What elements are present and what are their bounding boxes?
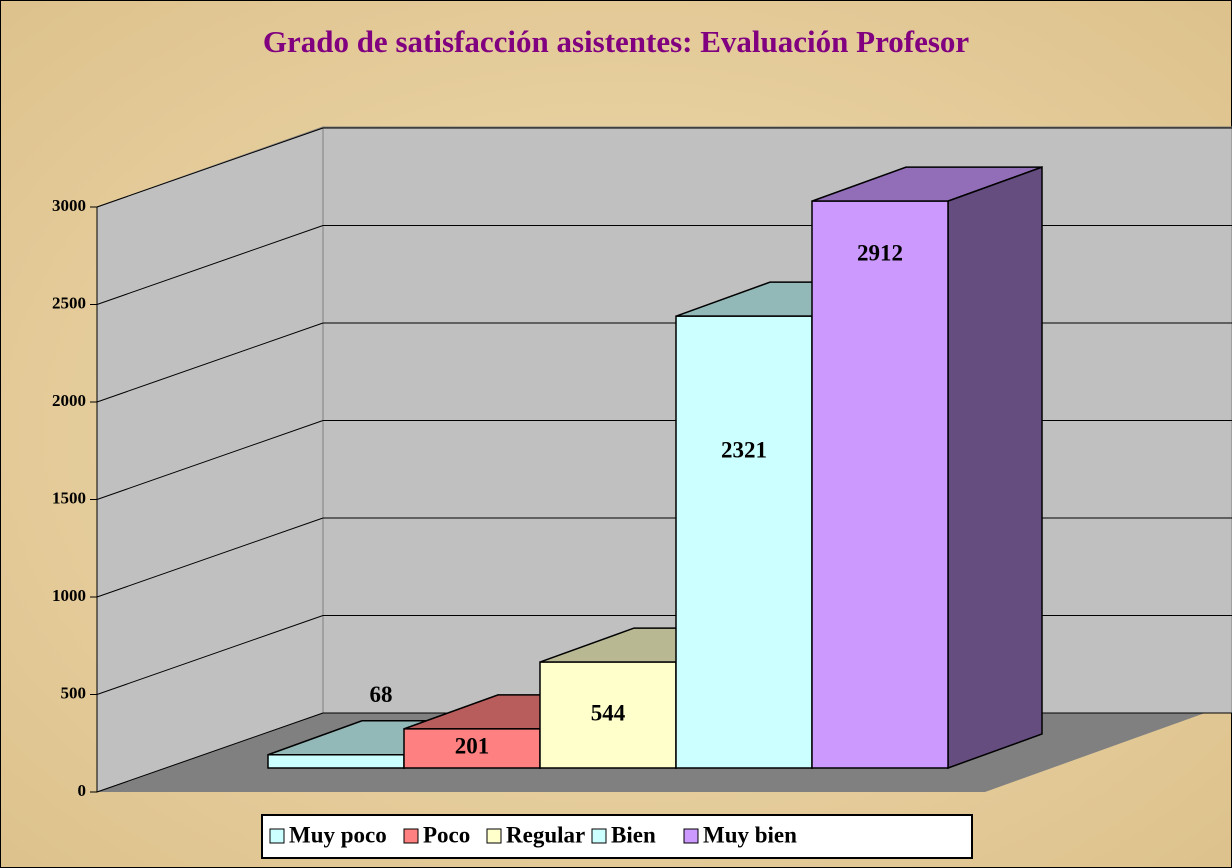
bar bbox=[267, 754, 405, 769]
grid-line bbox=[96, 517, 324, 598]
y-tick-label: 3000 bbox=[52, 196, 86, 215]
legend-label: Regular bbox=[506, 822, 585, 847]
data-label: 2321 bbox=[721, 437, 767, 462]
legend-swatch bbox=[269, 828, 285, 844]
chart-title: Grado de satisfacción asistentes: Evalua… bbox=[263, 24, 970, 59]
bar bbox=[811, 200, 949, 769]
legend-swatch bbox=[591, 828, 607, 844]
y-tick-label: 1000 bbox=[52, 586, 86, 605]
legend-label: Muy poco bbox=[289, 822, 387, 847]
bar bbox=[539, 661, 677, 769]
legend-label: Muy bien bbox=[703, 822, 797, 847]
legend-swatch bbox=[683, 828, 699, 844]
grid-line bbox=[96, 712, 324, 793]
grid-line bbox=[96, 615, 324, 695]
bar-side bbox=[947, 166, 1043, 770]
legend-label: Poco bbox=[423, 822, 470, 847]
data-label: 544 bbox=[591, 700, 626, 725]
y-tick-label: 2500 bbox=[52, 293, 86, 312]
grid-line bbox=[96, 127, 324, 208]
bar bbox=[675, 315, 813, 769]
grid-line bbox=[96, 322, 324, 403]
data-label: 68 bbox=[370, 682, 393, 707]
legend-box bbox=[261, 814, 973, 859]
y-tick-label: 2000 bbox=[52, 391, 86, 410]
bar bbox=[403, 728, 541, 769]
data-label: 2912 bbox=[857, 240, 903, 265]
data-label: 201 bbox=[455, 734, 490, 759]
legend-swatch bbox=[403, 828, 419, 844]
legend-label: Bien bbox=[611, 822, 656, 847]
y-tick-label: 1500 bbox=[52, 488, 86, 507]
y-tick-label: 500 bbox=[61, 683, 87, 702]
y-tick-label: 0 bbox=[78, 781, 87, 800]
grid-line bbox=[96, 420, 324, 500]
grid-line bbox=[96, 225, 324, 305]
legend-swatch bbox=[486, 828, 502, 844]
